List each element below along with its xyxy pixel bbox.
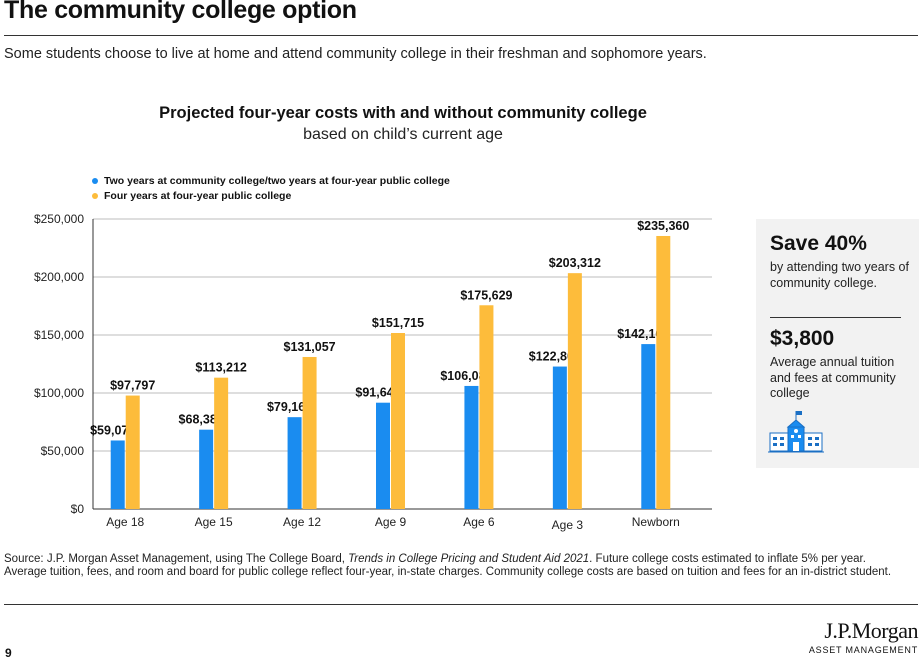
source-publication: Trends in College Pricing and Student Ai… bbox=[348, 553, 590, 565]
bar bbox=[110, 440, 125, 509]
data-label: $97,797 bbox=[110, 379, 155, 393]
tuition-amount: $3,800 bbox=[770, 327, 835, 350]
data-label: $91,640 bbox=[355, 386, 400, 400]
legend-label-four-year: Four years at four-year public college bbox=[104, 189, 292, 202]
bar bbox=[479, 305, 494, 509]
x-tick-label: Newborn bbox=[632, 515, 680, 529]
savings-description: by attending two years of community coll… bbox=[770, 260, 909, 290]
logo-wordmark: J.P.Morgan bbox=[824, 618, 918, 643]
legend-swatch-community bbox=[92, 177, 98, 184]
savings-percent: Save 40% bbox=[770, 232, 867, 255]
y-tick-label: $200,000 bbox=[34, 270, 84, 284]
x-tick-label: Age 3 bbox=[552, 518, 584, 532]
x-tick-label: Age 18 bbox=[106, 515, 144, 529]
legend-swatch-four-year bbox=[92, 192, 98, 199]
legend-item-four-year: Four years at four-year public college bbox=[92, 188, 450, 203]
data-label: $151,715 bbox=[372, 316, 424, 330]
source-suffix: . Future college costs estimated to infl… bbox=[4, 553, 892, 578]
bar-chart: $0 $50,000 $100,000 $150,000 $200,000 $250,00… bbox=[34, 212, 712, 532]
x-tick-label: Age 9 bbox=[375, 515, 407, 529]
source-note: Source: J.P. Morgan Asset Management, us… bbox=[4, 553, 904, 578]
data-label: $68,383 bbox=[179, 413, 224, 427]
x-tick-label: Age 12 bbox=[283, 515, 321, 529]
source-prefix: Source: J.P. Morgan Asset Management, us… bbox=[4, 553, 349, 565]
chart-legend: Two years at community college/two years… bbox=[92, 173, 450, 203]
y-tick-label: $100,000 bbox=[34, 386, 84, 400]
school-building-icon bbox=[768, 411, 824, 453]
data-label: $235,360 bbox=[637, 219, 689, 233]
bar bbox=[376, 402, 390, 509]
bar bbox=[391, 333, 405, 509]
bar bbox=[567, 273, 582, 509]
panel-divider bbox=[770, 317, 901, 318]
bar bbox=[199, 429, 214, 509]
tuition-description: Average annual tuition and fees at commu… bbox=[770, 355, 896, 400]
y-tick-label: $150,000 bbox=[34, 328, 84, 342]
savings-panel: Save 40% by attending two years of commu… bbox=[756, 219, 919, 468]
bar bbox=[302, 356, 317, 509]
chart-title: Projected four-year costs with and witho… bbox=[159, 104, 647, 122]
data-label: $203,312 bbox=[549, 256, 601, 270]
data-label: $175,629 bbox=[460, 288, 512, 302]
data-label: $59,072 bbox=[90, 423, 135, 437]
bar bbox=[656, 235, 671, 509]
bar bbox=[641, 344, 656, 509]
data-label: $79,162 bbox=[267, 400, 312, 414]
y-tick-label: $250,000 bbox=[34, 212, 84, 226]
bar bbox=[464, 385, 479, 509]
bar bbox=[552, 366, 567, 509]
bar bbox=[214, 377, 229, 509]
bar bbox=[125, 395, 140, 509]
y-tick-label: $0 bbox=[71, 502, 85, 516]
legend-label-community: Two years at community college/two years… bbox=[104, 174, 450, 187]
data-label: $131,057 bbox=[284, 340, 336, 354]
logo-tagline: ASSET MANAGEMENT bbox=[808, 645, 918, 655]
jpmorgan-logo: J.P.Morgan ASSET MANAGEMENT bbox=[808, 618, 919, 656]
x-tick-label: Age 15 bbox=[195, 515, 233, 529]
legend-item-community: Two years at community college/two years… bbox=[92, 173, 450, 188]
bar bbox=[287, 417, 302, 509]
x-tick-label: Age 6 bbox=[463, 515, 495, 529]
footer-divider bbox=[4, 604, 918, 605]
y-tick-label: $50,000 bbox=[41, 444, 85, 458]
title-divider bbox=[4, 35, 918, 36]
page-number: 9 bbox=[5, 646, 12, 660]
page-subtitle: Some students choose to live at home and… bbox=[4, 46, 707, 62]
page-title: The community college option bbox=[4, 0, 357, 24]
data-label: $113,212 bbox=[195, 361, 246, 375]
chart-subtitle: based on child’s current age bbox=[303, 126, 503, 143]
